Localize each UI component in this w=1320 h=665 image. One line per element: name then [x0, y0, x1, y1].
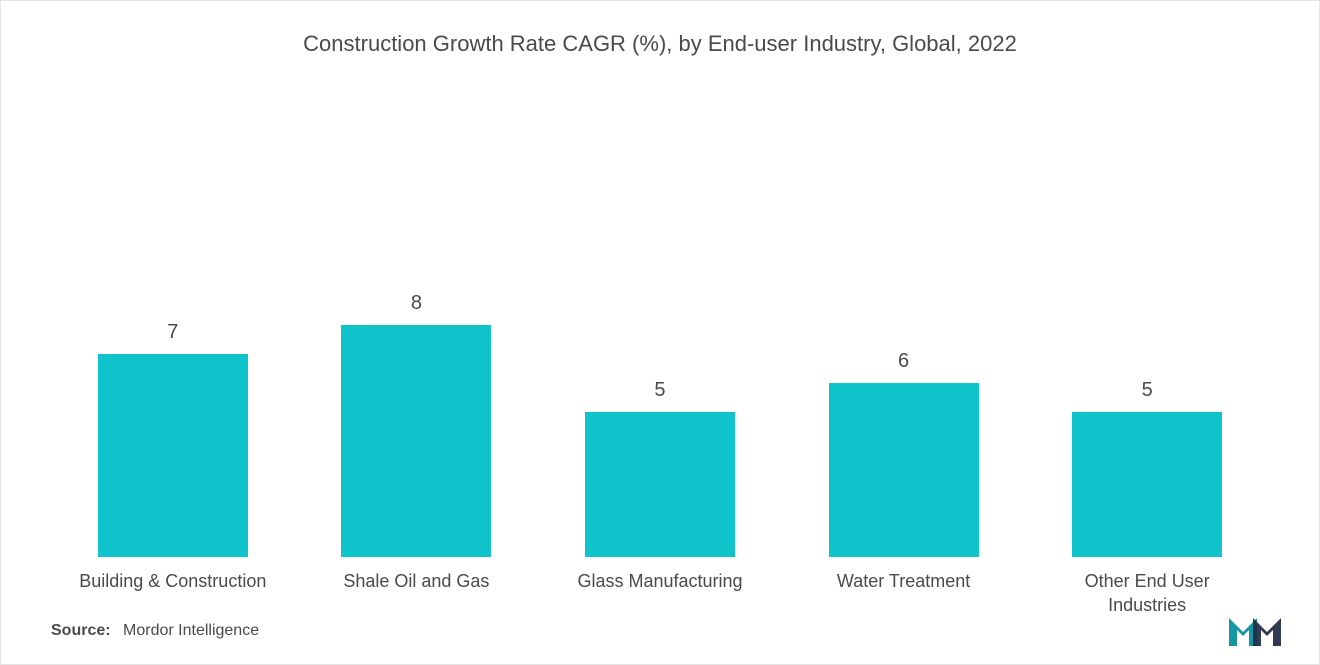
bar-value-label: 6 [898, 350, 909, 373]
logo-path-left [1229, 618, 1257, 646]
source-text: Mordor Intelligence [123, 622, 259, 639]
bar [1072, 412, 1222, 557]
bar-group: 8Shale Oil and Gas [295, 292, 539, 557]
bar [98, 354, 248, 557]
bar-value-label: 5 [1142, 379, 1153, 402]
brand-logo [1229, 606, 1285, 646]
bar [829, 383, 979, 557]
source-attribution: Source: Mordor Intelligence [51, 622, 259, 640]
bar-category-label: Building & Construction [73, 569, 273, 593]
bar [341, 325, 491, 557]
bar [585, 412, 735, 557]
bar-category-label: Water Treatment [804, 569, 1004, 593]
logo-path-right [1253, 618, 1281, 646]
bar-category-label: Glass Manufacturing [560, 569, 760, 593]
bar-value-label: 5 [654, 379, 665, 402]
chart-frame: Construction Growth Rate CAGR (%), by En… [0, 0, 1320, 665]
source-label: Source: [51, 622, 111, 639]
bar-value-label: 7 [167, 321, 178, 344]
bar-group: 6Water Treatment [782, 350, 1026, 557]
bar-category-label: Shale Oil and Gas [316, 569, 516, 593]
bar-group: 7Building & Construction [51, 321, 295, 557]
bar-group: 5Other End User Industries [1025, 379, 1269, 557]
bar-value-label: 8 [411, 292, 422, 315]
chart-title: Construction Growth Rate CAGR (%), by En… [41, 31, 1279, 57]
bar-plot-area: 7Building & Construction8Shale Oil and G… [41, 127, 1279, 557]
mordor-logo-icon [1229, 606, 1285, 646]
bar-category-label: Other End User Industries [1047, 569, 1247, 618]
bar-group: 5Glass Manufacturing [538, 379, 782, 557]
